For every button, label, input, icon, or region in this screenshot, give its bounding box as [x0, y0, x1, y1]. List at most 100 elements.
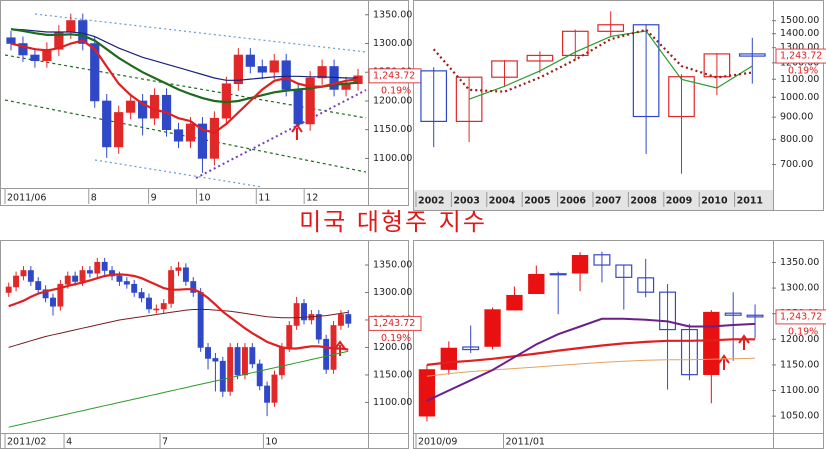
x-tick-label: 2008: [630, 196, 657, 207]
y-tick-label: 1100.00: [373, 397, 412, 408]
candle-body: [168, 270, 175, 304]
y-tick-label: 1300.00: [373, 38, 412, 49]
arrow: [291, 123, 303, 140]
candle-body: [209, 117, 220, 159]
y-tick-label: 1200.00: [373, 342, 412, 353]
candle-body: [269, 60, 279, 73]
candle-body: [571, 254, 589, 274]
x-tick-label: 2011/01: [506, 437, 545, 448]
candle-body: [420, 70, 448, 122]
candle-body: [13, 275, 20, 288]
candle-body: [219, 360, 226, 392]
candle-body: [256, 363, 263, 387]
arrow: [738, 334, 750, 350]
y-tick-label: 1300.00: [373, 287, 412, 298]
candle-body: [491, 60, 518, 78]
candle-body: [278, 347, 285, 376]
candle-body: [66, 20, 76, 33]
candle-body: [526, 54, 554, 62]
y-tick-label: 1100.00: [780, 74, 819, 85]
candle-body: [271, 374, 278, 403]
panel-frame: [0, 0, 409, 206]
candle-body: [27, 270, 34, 282]
candle-body: [293, 89, 303, 125]
trend-line: [34, 13, 367, 53]
candle-body: [30, 54, 40, 62]
price-change: 0.19%: [788, 326, 818, 337]
candle-body: [205, 347, 211, 359]
arrow: [718, 354, 730, 370]
candle-body: [101, 261, 108, 271]
price-tag: 1,243.72: [780, 51, 822, 62]
candle-body: [227, 347, 234, 392]
ma-line: [10, 39, 359, 134]
ma-line: [8, 309, 349, 348]
y-tick-label: 1300.00: [780, 283, 819, 294]
x-tick-label: 10: [198, 193, 210, 204]
candle-body: [20, 270, 27, 277]
price-tag-box: [775, 309, 826, 325]
x-tick-label: 11: [258, 193, 270, 204]
y-tick-label: 1350.00: [373, 9, 412, 20]
y-tick-label: 1100.00: [373, 153, 412, 164]
candle-body: [615, 264, 633, 278]
candle-body: [440, 347, 457, 370]
candle-body: [86, 270, 93, 274]
ma-line: [8, 350, 349, 428]
candle-body: [549, 273, 567, 276]
ma-line: [426, 357, 756, 377]
candle-body: [160, 303, 167, 310]
candle-body: [257, 66, 267, 73]
candle-body: [637, 277, 655, 293]
x-tick-label: 7: [162, 437, 168, 448]
y-tick-label: 700.00: [780, 159, 813, 170]
ma-line: [10, 28, 359, 104]
arrow: [334, 340, 346, 356]
candle-body: [138, 292, 145, 299]
candle-body: [345, 314, 352, 324]
x-tick-label: 2011: [737, 196, 763, 207]
candle-body: [668, 76, 695, 118]
candle-body: [593, 254, 611, 266]
x-tick-label: 4: [66, 437, 72, 448]
candle-body: [305, 77, 315, 125]
ma-line: [10, 28, 358, 81]
candle-body: [703, 311, 720, 375]
x-tick-label: 2002: [418, 196, 444, 207]
candle-body: [738, 53, 766, 57]
candle-body: [102, 100, 112, 148]
candle-body: [249, 347, 256, 365]
candle-body: [175, 267, 182, 271]
candle-body: [597, 24, 625, 32]
y-tick-label: 1200.00: [373, 95, 412, 106]
x-tick-label: 2004: [489, 196, 516, 207]
ma-line: [8, 273, 349, 351]
candle-body: [212, 358, 219, 362]
candle-body: [264, 385, 271, 403]
y-tick-label: 1150.00: [373, 369, 412, 380]
candle-body: [190, 281, 197, 293]
candle-body: [301, 303, 307, 321]
candle-body: [173, 129, 184, 142]
ma-line: [426, 317, 756, 402]
candle-body: [50, 297, 56, 307]
price-tag-box: [368, 315, 422, 331]
price-change: 0.19%: [381, 333, 411, 344]
candle-body: [197, 292, 204, 348]
candle-body: [72, 275, 79, 282]
candle-body: [79, 270, 86, 282]
price-tag: 1,243.72: [373, 70, 415, 81]
x-tick-label: 2011/02: [7, 437, 46, 448]
candle-body: [42, 48, 52, 62]
trend-line: [4, 54, 367, 119]
x-tick-label: 9: [151, 193, 157, 204]
candle-body: [131, 283, 138, 293]
panel-frame: [413, 0, 824, 211]
x-tick-label: 2010/09: [418, 437, 457, 448]
y-tick-label: 1000.00: [780, 92, 819, 103]
candle-body: [746, 314, 764, 318]
y-tick-label: 900.00: [780, 112, 813, 123]
y-tick-label: 1200.00: [780, 334, 819, 345]
price-tag: 1,243.72: [373, 318, 415, 329]
